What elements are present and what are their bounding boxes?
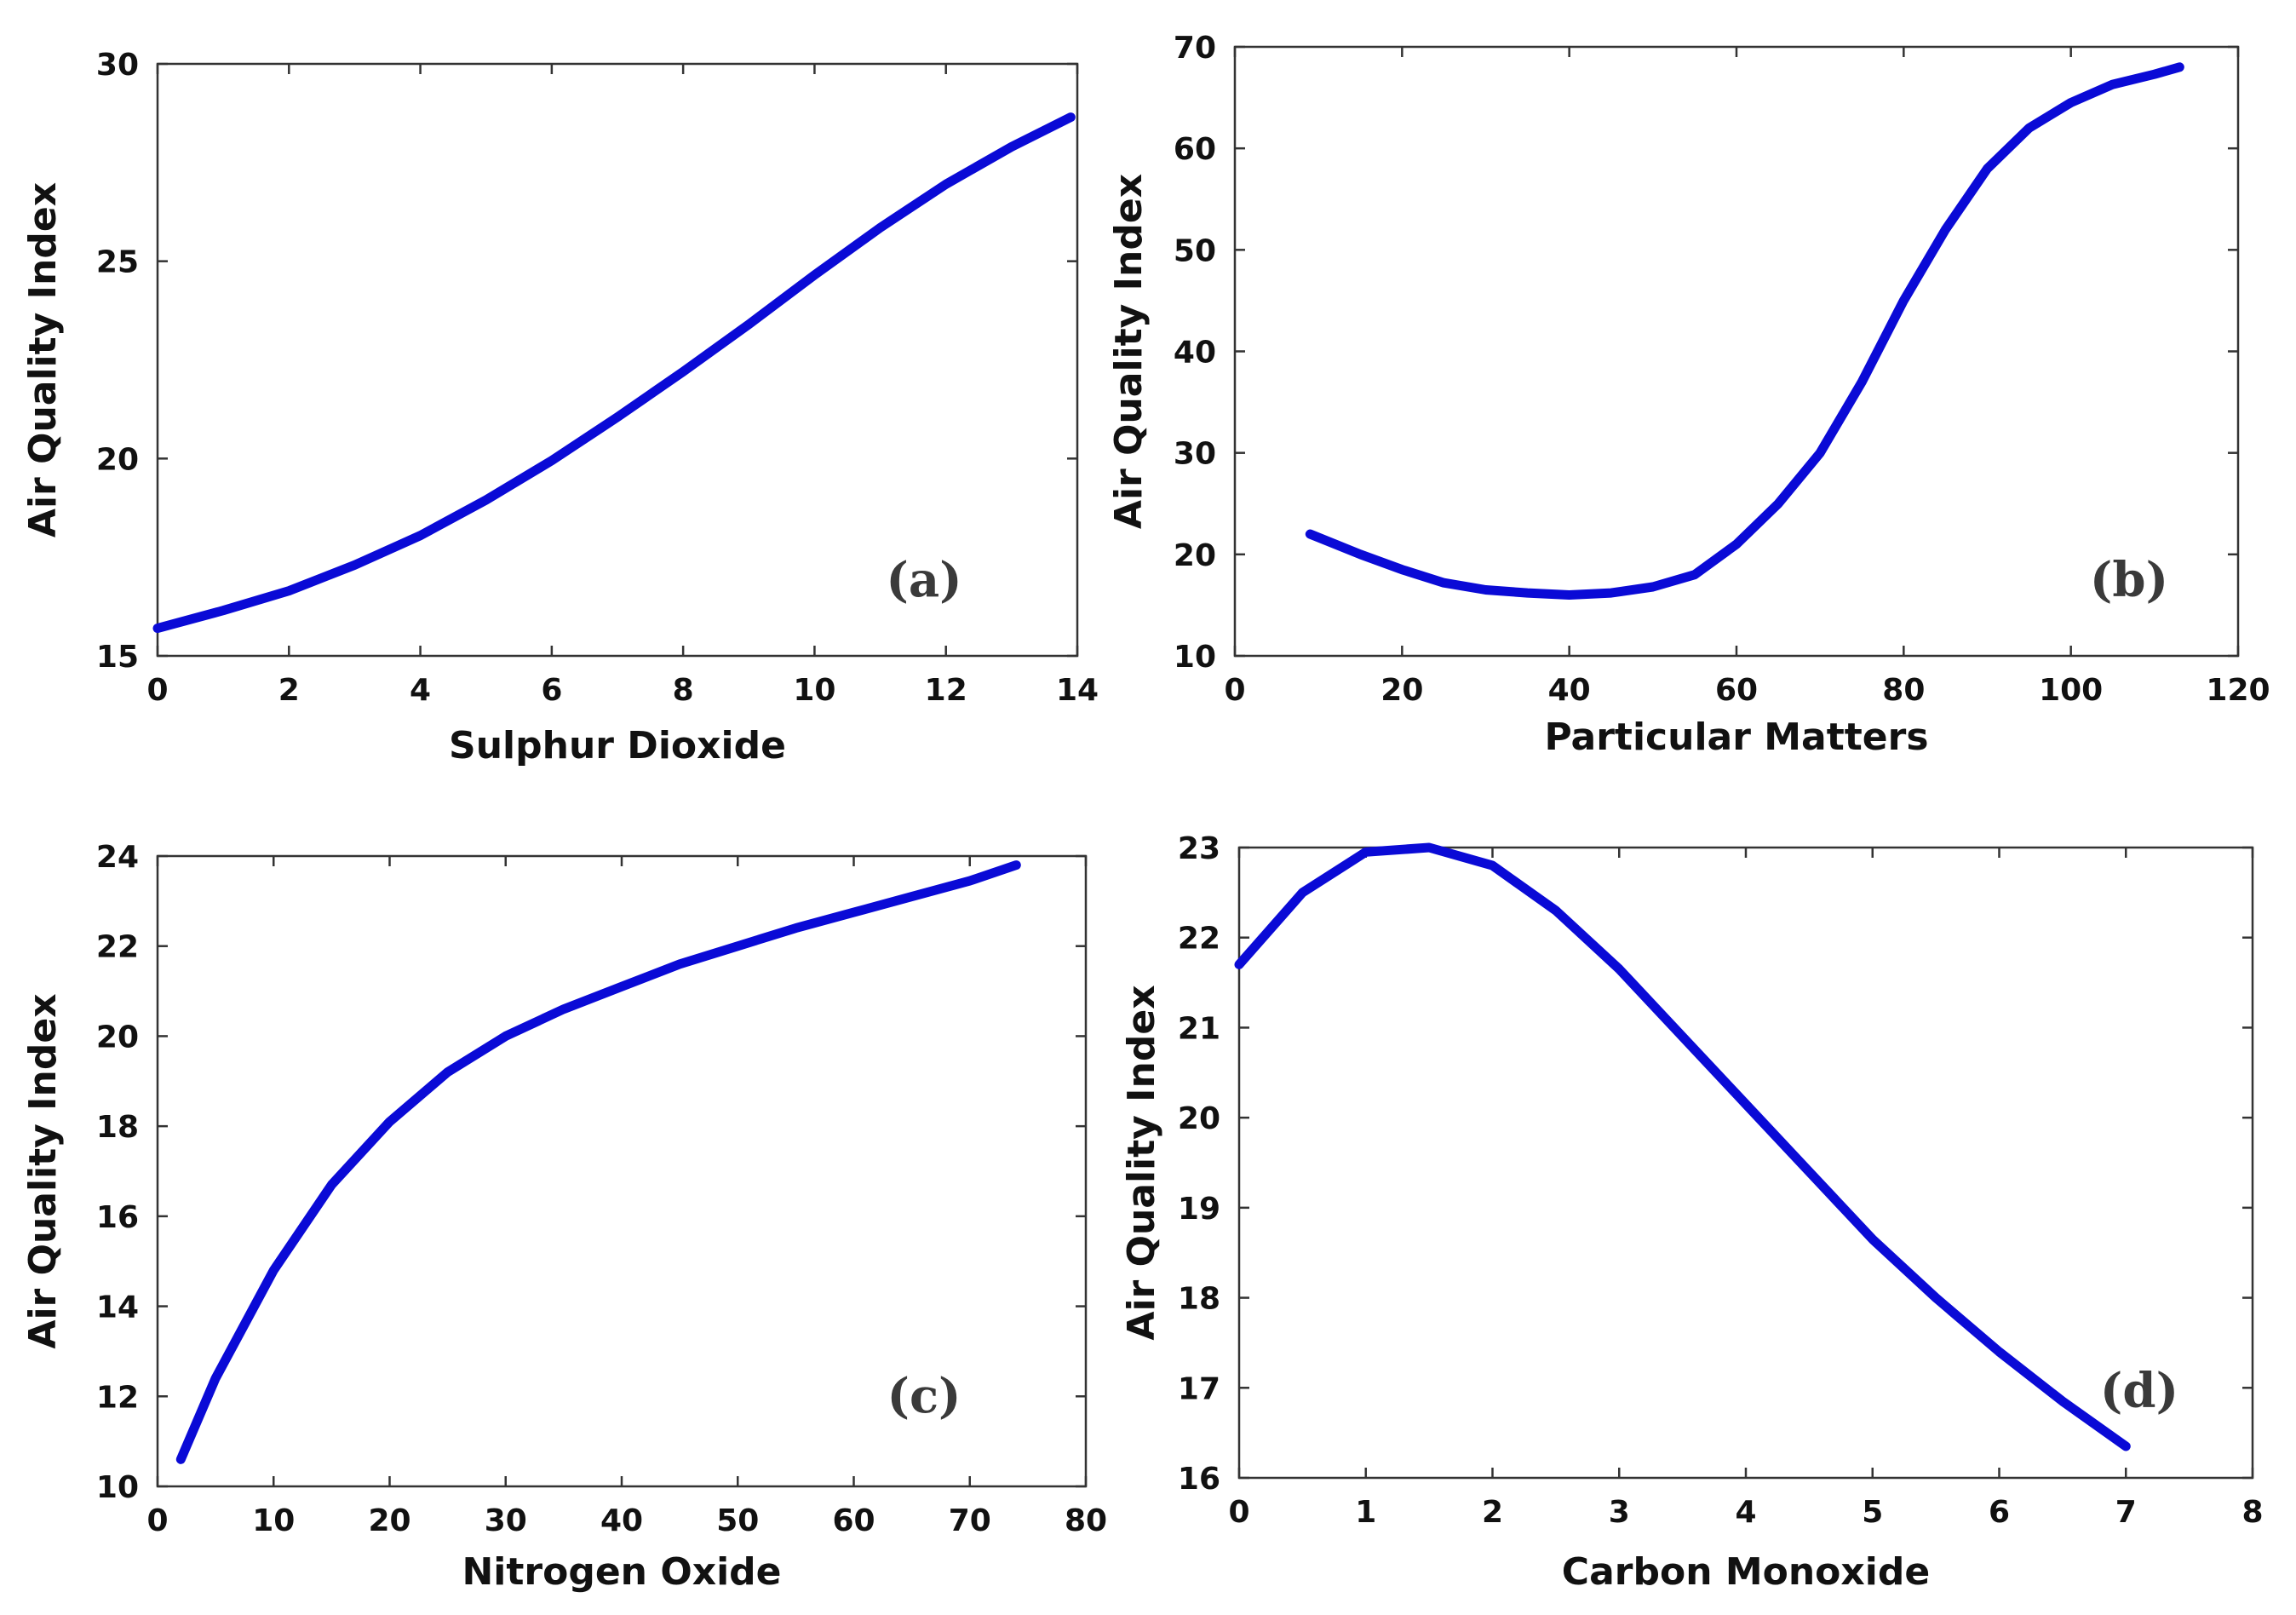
panel-label: (a) bbox=[886, 552, 961, 608]
y-tick-label: 23 bbox=[1178, 831, 1220, 866]
panel-label: (c) bbox=[887, 1368, 961, 1424]
x-tick-label: 0 bbox=[146, 1503, 168, 1538]
y-tick-label: 20 bbox=[96, 442, 139, 477]
x-axis-label: Carbon Monoxide bbox=[1562, 1550, 1930, 1594]
y-tick-label: 19 bbox=[1178, 1192, 1220, 1227]
x-tick-label: 2 bbox=[1482, 1495, 1503, 1530]
y-tick-label: 60 bbox=[1174, 132, 1216, 167]
x-tick-label: 60 bbox=[1715, 673, 1758, 708]
x-tick-label: 8 bbox=[2241, 1495, 2263, 1530]
x-tick-label: 1 bbox=[1355, 1495, 1376, 1530]
y-tick-label: 20 bbox=[1178, 1101, 1220, 1136]
y-tick-label: 50 bbox=[1174, 233, 1216, 268]
x-tick-label: 50 bbox=[716, 1503, 759, 1538]
x-tick-label: 7 bbox=[2115, 1495, 2137, 1530]
series-line bbox=[175, 860, 1021, 1464]
y-tick-label: 24 bbox=[96, 840, 139, 875]
y-axis-label: Air Quality Index bbox=[21, 182, 65, 537]
y-tick-label: 18 bbox=[96, 1110, 139, 1145]
y-axis-label: Air Quality Index bbox=[21, 993, 65, 1348]
y-tick-label: 14 bbox=[96, 1290, 139, 1325]
y-tick-label: 18 bbox=[1178, 1282, 1220, 1317]
y-tick-label: 30 bbox=[96, 48, 139, 83]
x-tick-label: 20 bbox=[368, 1503, 410, 1538]
series-line bbox=[1305, 62, 2184, 600]
x-tick-label: 40 bbox=[600, 1503, 643, 1538]
y-tick-label: 40 bbox=[1174, 336, 1216, 371]
y-axis-label: Air Quality Index bbox=[1107, 174, 1151, 529]
y-tick-label: 70 bbox=[1174, 31, 1216, 66]
x-axis-label: Nitrogen Oxide bbox=[462, 1550, 781, 1594]
x-tick-label: 60 bbox=[832, 1503, 875, 1538]
x-tick-label: 6 bbox=[1989, 1495, 2010, 1530]
y-tick-label: 10 bbox=[1174, 640, 1216, 675]
plot-frame bbox=[156, 62, 1079, 658]
x-axis-label: Sulphur Dioxide bbox=[449, 724, 786, 767]
x-tick-label: 80 bbox=[1065, 1503, 1107, 1538]
x-tick-label: 3 bbox=[1609, 1495, 1630, 1530]
x-tick-label: 30 bbox=[485, 1503, 527, 1538]
x-tick-label: 0 bbox=[146, 673, 168, 708]
x-tick-label: 4 bbox=[1735, 1495, 1756, 1530]
y-tick-label: 25 bbox=[96, 245, 139, 280]
x-tick-label: 80 bbox=[1882, 673, 1925, 708]
y-tick-label: 10 bbox=[96, 1470, 139, 1505]
x-tick-label: 20 bbox=[1380, 673, 1423, 708]
x-tick-label: 2 bbox=[278, 673, 300, 708]
x-tick-label: 10 bbox=[793, 673, 835, 708]
x-tick-label: 0 bbox=[1224, 673, 1245, 708]
panel-label: (d) bbox=[2100, 1363, 2178, 1419]
y-tick-label: 20 bbox=[1174, 538, 1216, 573]
y-tick-label: 17 bbox=[1178, 1371, 1220, 1406]
chart-panel-b: 0 20 40 60 80 100 120 10 20 30 40 50 60 70 Particular … bbox=[1107, 31, 2270, 759]
y-tick-label: 15 bbox=[96, 640, 139, 675]
x-tick-label: 8 bbox=[673, 673, 694, 708]
x-tick-label: 70 bbox=[949, 1503, 991, 1538]
y-tick-label: 21 bbox=[1178, 1011, 1220, 1046]
series-line bbox=[1234, 842, 2131, 1451]
y-tick-label: 22 bbox=[1178, 922, 1220, 957]
y-tick-label: 16 bbox=[1178, 1462, 1220, 1497]
chart-panel-c: 0 10 20 30 40 50 60 70 801012141618202224Nitroge… bbox=[21, 840, 1107, 1594]
x-tick-label: 120 bbox=[2206, 673, 2270, 708]
panel-label: (b) bbox=[2090, 552, 2168, 608]
y-axis-label: Air Quality Index bbox=[1120, 985, 1163, 1340]
chart-panel-a: 0 2 4 6 8 10 12 14 15 20 25 30 Sulphur Dioxide Air Qu… bbox=[21, 48, 1099, 767]
x-tick-label: 12 bbox=[925, 673, 967, 708]
x-tick-label: 40 bbox=[1548, 673, 1591, 708]
x-tick-label: 100 bbox=[2039, 673, 2103, 708]
y-tick-label: 12 bbox=[96, 1380, 139, 1415]
y-tick-label: 16 bbox=[96, 1200, 139, 1235]
x-tick-label: 10 bbox=[252, 1503, 295, 1538]
x-tick-label: 14 bbox=[1056, 673, 1099, 708]
y-tick-label: 20 bbox=[96, 1020, 139, 1055]
x-tick-label: 6 bbox=[541, 673, 562, 708]
x-tick-label: 0 bbox=[1228, 1495, 1249, 1530]
x-tick-label: 5 bbox=[1862, 1495, 1883, 1530]
x-axis-label: Particular Matters bbox=[1544, 716, 1928, 759]
x-tick-label: 4 bbox=[410, 673, 431, 708]
y-tick-label: 22 bbox=[96, 930, 139, 965]
y-tick-label: 30 bbox=[1174, 437, 1216, 472]
series-line bbox=[152, 112, 1076, 634]
